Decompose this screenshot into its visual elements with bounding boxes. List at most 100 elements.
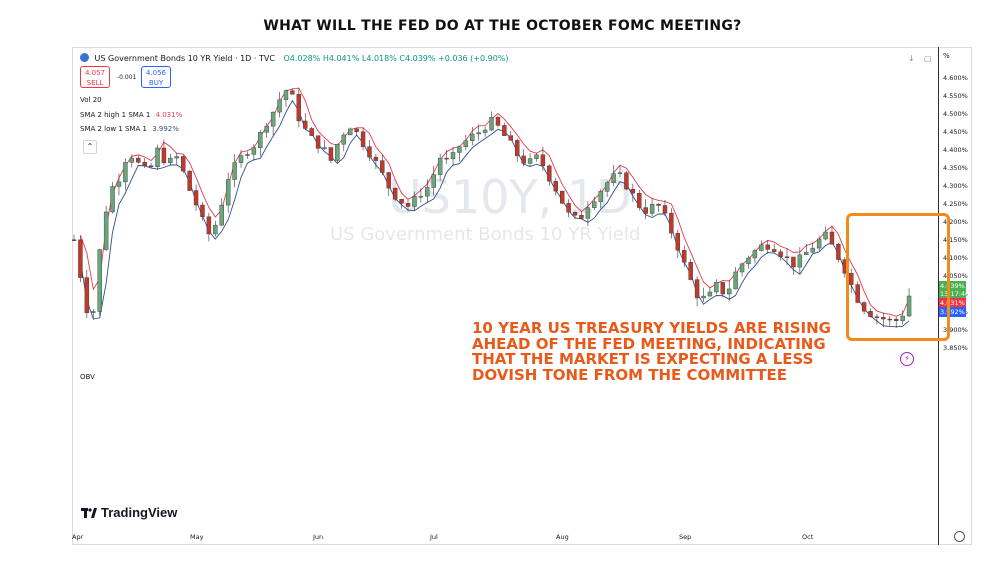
x-tick-label: May: [190, 533, 204, 541]
candle: [437, 153, 443, 181]
arrow-down-icon[interactable]: ↓: [908, 54, 915, 63]
candle: [129, 154, 135, 168]
candle: [547, 164, 552, 186]
buy-button[interactable]: 4.056 BUY: [141, 66, 171, 88]
candle: [309, 126, 314, 136]
sma-high-tag: 4.031%: [939, 298, 966, 308]
candle: [270, 111, 276, 136]
candle: [823, 226, 828, 241]
y-tick-label: 4.250%: [943, 199, 968, 208]
y-tick-label: 3.850%: [943, 343, 968, 352]
candle: [489, 111, 494, 132]
x-tick-label: Jul: [430, 533, 438, 541]
lightning-icon[interactable]: ⚡: [900, 352, 914, 366]
candle: [495, 115, 501, 128]
x-tick-label: Aug: [556, 533, 569, 541]
candle: [752, 248, 758, 264]
candle: [296, 87, 302, 128]
x-tick-label: Jun: [313, 533, 324, 541]
tradingview-logo-icon: [81, 508, 97, 518]
candle: [534, 153, 539, 162]
candle: [906, 288, 912, 317]
settings-gear-icon[interactable]: [954, 531, 965, 542]
candle: [386, 171, 391, 197]
candle: [861, 301, 867, 315]
ohlc-values: O4.028% H4.041% L4.018% C4.039% +0.036 (…: [283, 54, 509, 63]
candle: [707, 288, 713, 297]
maximize-icon[interactable]: ▢: [924, 54, 932, 63]
candle: [649, 197, 655, 216]
callout-text: 10 YEAR US TREASURY YIELDS ARE RISING AH…: [472, 319, 831, 384]
y-tick-label: 4.500%: [943, 109, 968, 118]
candle: [816, 235, 822, 251]
candle: [694, 276, 700, 307]
candle: [97, 248, 102, 317]
candle: [759, 240, 764, 252]
candle: [116, 173, 122, 196]
candle: [810, 242, 815, 253]
candle: [771, 243, 777, 253]
candle: [457, 146, 462, 162]
candle: [341, 132, 346, 152]
candle: [136, 155, 141, 164]
watermark-symbol: US10Y, 1D: [388, 170, 632, 224]
candle: [283, 89, 289, 107]
candle: [303, 113, 308, 131]
sell-button[interactable]: 4.057 SELL: [80, 66, 110, 88]
candle: [84, 269, 90, 319]
candle: [881, 312, 886, 328]
candle: [328, 147, 334, 164]
candle: [502, 122, 507, 136]
candle: [804, 244, 809, 255]
candle: [720, 281, 725, 298]
candle: [688, 258, 693, 281]
candle: [739, 262, 745, 277]
candle: [797, 247, 803, 274]
candle: [894, 316, 899, 328]
candle: [624, 170, 629, 191]
candle: [476, 124, 481, 141]
y-tick-label: 4.100%: [943, 253, 968, 262]
candle: [733, 267, 738, 290]
y-tick-label: 3.900%: [943, 325, 968, 334]
collapse-chevron-icon[interactable]: ⌃: [83, 140, 97, 154]
indicator-sma-low[interactable]: SMA 2 low 1 SMA 1 3.992%: [80, 125, 179, 133]
candle: [727, 280, 732, 302]
candle: [900, 310, 905, 325]
x-tick-label: Oct: [802, 533, 814, 541]
indicator-sma-high[interactable]: SMA 2 high 1 SMA 1 4.031%: [80, 111, 182, 119]
candle: [463, 134, 469, 151]
candle: [72, 234, 77, 241]
candle: [405, 199, 411, 212]
y-tick-label: 4.350%: [943, 163, 968, 172]
headline: WHAT WILL THE FED DO AT THE OCTOBER FOMC…: [263, 18, 742, 34]
candle: [193, 184, 199, 211]
candlestick-chart[interactable]: [72, 60, 938, 360]
candle: [887, 315, 892, 326]
candle: [200, 202, 205, 221]
candle: [675, 229, 681, 258]
indicator-vol[interactable]: Vol 20: [80, 96, 102, 104]
brand-name: TradingView: [101, 505, 178, 520]
symbol-title[interactable]: US Government Bonds 10 YR Yield · 1D · T…: [94, 54, 275, 63]
last-price-tag: 4.039%: [939, 281, 966, 291]
candle: [180, 155, 186, 174]
candle: [315, 135, 321, 154]
candle: [849, 268, 854, 294]
candle: [855, 281, 860, 304]
candle: [592, 196, 597, 211]
candle: [431, 165, 436, 196]
candle: [482, 126, 488, 137]
x-tick-label: Apr: [72, 533, 84, 541]
candle: [637, 189, 642, 211]
us-flag-icon: [80, 53, 89, 62]
candle: [103, 205, 109, 251]
candle: [232, 154, 237, 188]
candle: [373, 154, 379, 169]
obv-indicator-label[interactable]: OBV: [80, 373, 95, 381]
candle: [656, 202, 661, 212]
candle: [630, 183, 636, 202]
candle: [348, 127, 353, 136]
candle: [868, 308, 873, 318]
tradingview-logo: TradingView: [81, 505, 177, 520]
